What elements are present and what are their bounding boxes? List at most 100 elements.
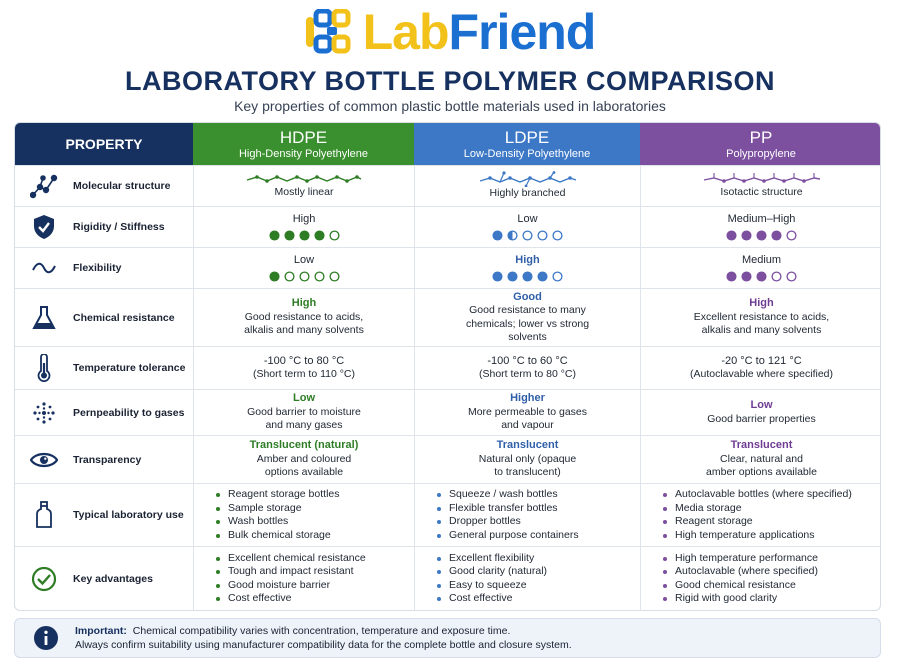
brand-logo: LabFriend xyxy=(0,4,900,60)
list-item: Easy to squeeze xyxy=(437,579,547,593)
note-text: Important: Chemical compatibility varies… xyxy=(75,624,572,652)
property-cell: Rigidity / Stiffness xyxy=(15,207,193,247)
property-label: Typical laboratory use xyxy=(73,509,184,521)
list-item: Wash bottles xyxy=(216,515,340,529)
property-label: Transparency xyxy=(73,453,142,466)
row-molecular-structure: Molecular structure Mostly linear Highly… xyxy=(15,165,880,206)
list-item: High temperature performance xyxy=(663,552,818,566)
hdpe-advantages: Excellent chemical resistance Tough and … xyxy=(193,547,414,610)
detail-line: Clear, natural and xyxy=(720,452,803,465)
property-label: Molecular structure xyxy=(73,180,171,192)
rating-dots xyxy=(268,230,340,241)
filled-dot xyxy=(313,230,325,241)
hdpe-permeability: Low Good barrier to moisture and many ga… xyxy=(193,390,414,435)
filled-dot xyxy=(492,271,503,282)
logo-mark-icon xyxy=(305,9,351,54)
property-cell: Typical laboratory use xyxy=(15,484,193,546)
property-cell: Flexibility xyxy=(15,248,193,288)
row-key-advantages: Key advantages Excellent chemical resist… xyxy=(15,546,880,610)
ldpe-permeability: Higher More permeable to gases and vapou… xyxy=(414,390,640,435)
pp-permeability: Low Good barrier properties xyxy=(640,390,880,435)
property-cell: Key advantages xyxy=(15,547,193,610)
gas-particles-icon xyxy=(29,398,59,428)
pp-advantages: High temperature performance Autoclavabl… xyxy=(640,547,880,610)
filled-dot xyxy=(492,230,503,241)
property-label: Temperature tolerance xyxy=(73,362,186,374)
pp-molecular: Isotactic structure xyxy=(640,166,880,206)
hdpe-chemical: High Good resistance to acids, alkalis a… xyxy=(193,289,414,346)
header-hdpe: HDPE High-Density Polyethylene xyxy=(193,123,414,165)
list-item: Cost effective xyxy=(437,592,547,606)
list-item: Good clarity (natural) xyxy=(437,565,547,579)
filled-dot xyxy=(726,230,737,241)
rating-dots xyxy=(492,271,563,282)
list-item: Cost effective xyxy=(216,592,366,606)
ldpe-flexibility: High xyxy=(414,248,640,288)
rating-text: Translucent xyxy=(730,439,793,452)
note-label: Important: xyxy=(75,625,127,637)
ldpe-molecular: Highly branched xyxy=(414,166,640,206)
rating-text: Medium–High xyxy=(727,212,796,225)
detail-line: More permeable to gases xyxy=(467,405,588,418)
pp-chemical: High Excellent resistance to acids, alka… xyxy=(640,289,880,346)
page-title: LABORATORY BOTTLE POLYMER COMPARISON xyxy=(124,66,776,96)
detail-line: (Autoclavable where specified) xyxy=(690,368,833,380)
detail-line: to translucent) xyxy=(494,466,561,479)
brand-friend: Friend xyxy=(448,4,597,60)
pp-rigidity: Medium–High xyxy=(640,207,880,247)
ldpe-advantages: Excellent flexibility Good clarity (natu… xyxy=(414,547,640,610)
list-item: Good chemical resistance xyxy=(663,579,818,593)
filled-dot xyxy=(726,271,737,282)
filled-dot xyxy=(298,230,310,241)
header-ldpe: LDPE Low-Density Polyethylene xyxy=(414,123,640,165)
isotactic-chain-icon xyxy=(703,173,820,184)
rating-text: Low xyxy=(293,253,315,266)
linear-chain-icon xyxy=(246,175,362,184)
list-item: Rigid with good clarity xyxy=(663,592,818,606)
empty-dot xyxy=(522,230,533,241)
molecule-icon xyxy=(29,171,59,201)
filled-dot xyxy=(283,230,295,241)
pp-name: PP xyxy=(749,127,773,147)
detail-line: Good resistance to acids, xyxy=(244,310,364,323)
hdpe-transparency: Translucent (natural) Amber and coloured… xyxy=(193,436,414,483)
property-label: Flexibility xyxy=(73,262,122,274)
empty-dot xyxy=(786,271,797,282)
detail-line: and many gases xyxy=(265,419,343,432)
list-item: Reagent storage xyxy=(663,515,852,529)
bottle-icon xyxy=(29,500,59,530)
list-item: Sample storage xyxy=(216,502,340,516)
ldpe-temperature: -100 °C to 60 °C (Short term to 80 °C) xyxy=(414,347,640,389)
empty-dot xyxy=(552,230,563,241)
empty-dot xyxy=(328,230,340,241)
filled-dot xyxy=(756,230,767,241)
rating-text: High xyxy=(292,212,316,225)
pp-transparency: Translucent Clear, natural and amber opt… xyxy=(640,436,880,483)
detail-line: and vapour xyxy=(501,419,554,432)
property-label: Chemical resistance xyxy=(73,311,175,324)
detail-line: Good resistance to many xyxy=(469,304,586,316)
detail-line: chemicals; lower vs strong xyxy=(465,317,590,330)
filled-dot xyxy=(268,271,280,282)
empty-dot xyxy=(552,271,563,282)
ldpe-transparency: Translucent Natural only (opaque to tran… xyxy=(414,436,640,483)
property-label: Pernpeability to gases xyxy=(73,406,185,419)
flask-icon xyxy=(29,303,59,333)
note-line-1: Chemical compatibility varies with conce… xyxy=(132,625,511,637)
empty-dot xyxy=(283,271,295,282)
rating-text: Good xyxy=(513,290,542,303)
ldpe-chemical: Good Good resistance to many chemicals; … xyxy=(414,289,640,346)
list-item: Good moisture barrier xyxy=(216,579,366,593)
table-header: PROPERTY HDPE High-Density Polyethylene … xyxy=(15,123,880,165)
filled-dot xyxy=(741,271,752,282)
rating-text: High xyxy=(515,253,540,266)
detail-line: -100 °C to 60 °C xyxy=(487,354,568,367)
hdpe-temperature: -100 °C to 80 °C (Short term to 110 °C) xyxy=(193,347,414,389)
property-label: Rigidity / Stiffness xyxy=(73,221,165,233)
rating-text: Higher xyxy=(510,392,545,405)
list-item: Autoclavable (where specified) xyxy=(663,565,818,579)
filled-dot xyxy=(268,230,280,241)
row-chemical-resistance: Chemical resistance High Good resistance… xyxy=(15,288,880,346)
molecular-text: Mostly linear xyxy=(274,186,334,199)
eye-icon xyxy=(29,445,59,475)
